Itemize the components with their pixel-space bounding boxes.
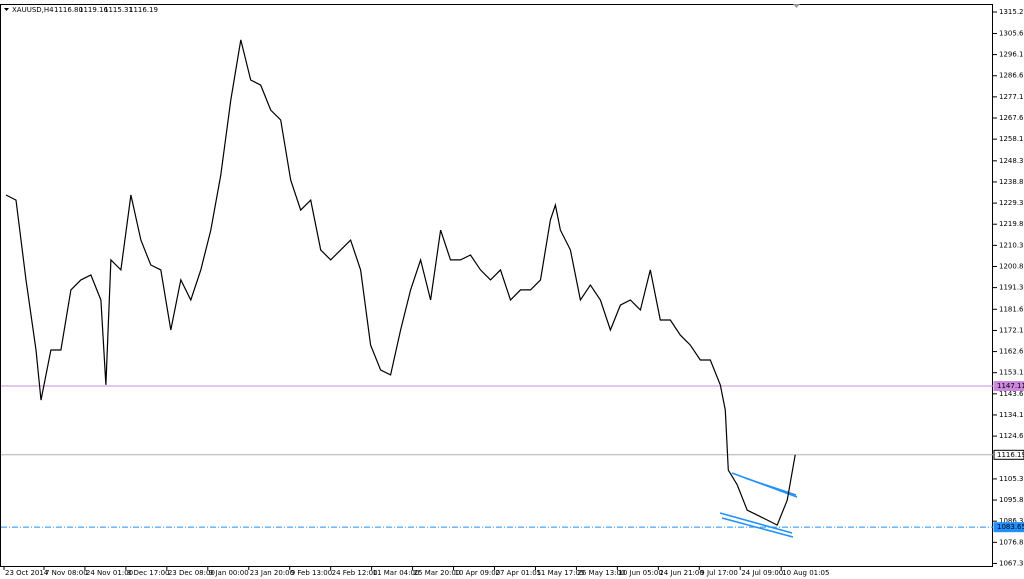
- y-tick-label: 1095.85: [999, 496, 1024, 504]
- y-tick-label: 1143.60: [999, 390, 1024, 398]
- price-level-box: [993, 381, 1024, 392]
- y-tick-label: 1229.35: [999, 199, 1024, 207]
- y-tick-label: 1153.10: [999, 369, 1024, 377]
- y-tick-label: 1172.10: [999, 326, 1024, 334]
- y-tick-label: 1305.60: [999, 29, 1024, 37]
- x-tick-label: 24 Jul 09:00: [741, 569, 783, 577]
- price-level-box: [993, 449, 1024, 460]
- y-tick-label: 1076.85: [999, 538, 1024, 546]
- price-level-box: [993, 522, 1024, 533]
- symbol: XAUUSD,H4: [12, 6, 54, 14]
- x-tick-label: 26 May 13:00: [577, 569, 625, 577]
- y-tick-label: 1134.10: [999, 411, 1024, 419]
- y-tick-label: 1248.35: [999, 157, 1024, 165]
- x-tick-label: 9 Jul 17:00: [700, 569, 738, 577]
- y-tick-label: 1162.60: [999, 348, 1024, 356]
- x-tick-label: 24 Feb 12:00: [332, 569, 378, 577]
- low-price: 1115.31: [104, 6, 133, 14]
- x-tick-label: 23 Jan 20:00: [250, 569, 294, 577]
- y-tick-label: 1086.35: [999, 517, 1024, 525]
- x-tick-label: 10 Jun 05:00: [618, 569, 662, 577]
- x-tick-label: 9 Feb 13:00: [291, 569, 332, 577]
- y-tick-label: 1181.60: [999, 305, 1024, 313]
- y-tick-label: 1210.35: [999, 241, 1024, 249]
- x-tick-label: 8 Dec 17:00: [127, 569, 170, 577]
- x-tick-label: 27 Apr 01:05: [496, 569, 542, 577]
- y-tick-label: 1124.60: [999, 432, 1024, 440]
- x-tick-label: 10 Apr 09:00: [455, 569, 501, 577]
- x-tick-label: 11 Mar 04:00: [373, 569, 420, 577]
- y-tick-label: 1200.85: [999, 262, 1024, 270]
- menu-arrow: [4, 8, 9, 11]
- shift-marker: [793, 4, 800, 8]
- x-tick-label: 25 Mar 20:00: [414, 569, 461, 577]
- y-tick-label: 1258.10: [999, 135, 1024, 143]
- y-tick-label: 1286.60: [999, 72, 1024, 80]
- plot-frame: [0, 4, 993, 567]
- x-tick-label: 23 Oct 2014: [5, 569, 49, 577]
- y-tick-label: 1277.10: [999, 93, 1024, 101]
- y-tick-label: 1238.85: [999, 178, 1024, 186]
- x-tick-label: 9 Jan 00:00: [209, 569, 249, 577]
- y-tick-label: 1219.85: [999, 220, 1024, 228]
- open-price: 1116.80: [54, 6, 83, 14]
- channel-line: [719, 512, 793, 534]
- y-tick-label: 1296.10: [999, 51, 1024, 59]
- price-level-label: 1147.11: [997, 382, 1024, 390]
- price-level-label: 1083.65: [997, 523, 1024, 531]
- x-tick-label: 23 Dec 08:00: [168, 569, 215, 577]
- y-tick-label: 1191.35: [999, 284, 1024, 292]
- price-line: [5, 39, 796, 526]
- x-tick-label: 24 Jun 21:00: [659, 569, 703, 577]
- channel-line: [744, 477, 797, 496]
- x-tick-label: 10 Aug 01:05: [782, 569, 829, 577]
- price-level-label: 1116.19: [997, 451, 1024, 459]
- x-tick-label: 11 May 17:05: [536, 569, 584, 577]
- high-price: 1119.16: [79, 6, 108, 14]
- y-tick-label: 1105.35: [999, 475, 1024, 483]
- y-tick-label: 1067.35: [999, 559, 1024, 567]
- x-tick-label: 7 Nov 08:00: [45, 569, 88, 577]
- close-price: 1116.19: [129, 6, 158, 14]
- y-tick-label: 1315.25: [999, 8, 1024, 16]
- x-tick-label: 24 Nov 01:00: [86, 569, 133, 577]
- y-tick-label: 1267.60: [999, 114, 1024, 122]
